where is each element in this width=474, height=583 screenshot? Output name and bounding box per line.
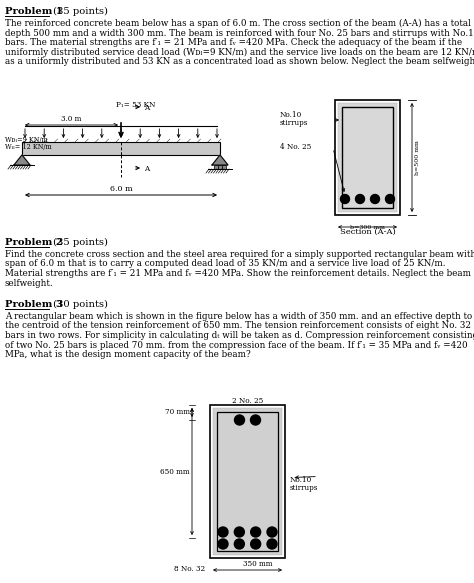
Polygon shape [212,155,228,165]
Text: No.10: No.10 [280,111,302,119]
Text: uniformly distributed service dead load (Wᴅₗ=9 KN/m) and the service live loads : uniformly distributed service dead load … [5,47,474,57]
Text: 3.0 m: 3.0 m [61,115,82,123]
Bar [335,100,400,215]
Text: (35 points): (35 points) [50,7,108,16]
Text: 8 No. 32: 8 No. 32 [174,565,205,573]
Bar [210,405,285,558]
Text: A: A [144,165,149,173]
Text: 70 mm: 70 mm [165,409,190,416]
Circle shape [267,539,277,549]
Text: 6.0 m: 6.0 m [109,185,132,193]
Text: Material strengths are f′₁ = 21 MPa and fᵥ =420 MPa. Show the reinforcement deta: Material strengths are f′₁ = 21 MPa and … [5,269,471,278]
Bar [222,165,226,169]
Polygon shape [14,155,30,165]
Circle shape [385,195,394,203]
Bar [214,165,218,169]
Bar [217,412,278,551]
Text: Problem 1: Problem 1 [5,7,63,16]
Circle shape [356,195,365,203]
Circle shape [235,415,245,425]
Text: b=300 mm: b=300 mm [350,225,385,230]
Text: The reinforced concrete beam below has a span of 6.0 m. The cross section of the: The reinforced concrete beam below has a… [5,19,471,28]
Text: A: A [144,104,149,112]
Text: 4 No. 25: 4 No. 25 [280,143,311,151]
Text: span of 6.0 m that is to carry a computed dead load of 35 KN/m and a service liv: span of 6.0 m that is to carry a compute… [5,259,446,269]
Bar [22,142,220,155]
Text: 350 mm: 350 mm [243,560,272,568]
Text: the centroid of the tension reinforcement of 650 mm. The tension reinforcement c: the centroid of the tension reinforcemen… [5,321,471,331]
Text: h=500 mm: h=500 mm [415,140,420,175]
Circle shape [250,415,261,425]
Circle shape [340,195,349,203]
Text: selfweight.: selfweight. [5,279,54,287]
Text: Section (A-A): Section (A-A) [340,228,395,236]
Circle shape [218,539,228,549]
Text: bars in two rows. For simplicity in calculating dₜ will be taken as d. Compressi: bars in two rows. For simplicity in calc… [5,331,474,340]
Circle shape [267,527,277,537]
Text: A rectangular beam which is shown in the figure below has a width of 350 mm. and: A rectangular beam which is shown in the… [5,312,472,321]
Circle shape [371,195,380,203]
Text: MPa, what is the design moment capacity of the beam?: MPa, what is the design moment capacity … [5,350,251,359]
Circle shape [218,527,228,537]
Text: as a uniformly distributed and 53 KN as a concentrated load as shown below. Negl: as a uniformly distributed and 53 KN as … [5,57,474,66]
Bar [218,165,222,169]
Text: (30 points): (30 points) [50,300,108,309]
Circle shape [251,527,261,537]
Circle shape [234,527,244,537]
Text: Find the concrete cross section and the steel area required for a simply support: Find the concrete cross section and the … [5,250,474,259]
Text: Problem 2: Problem 2 [5,238,63,247]
Text: Wᴅₗ=9 KN/m: Wᴅₗ=9 KN/m [5,136,48,144]
Text: (35 points): (35 points) [50,238,108,247]
Text: 650 mm: 650 mm [160,468,190,476]
Bar [342,107,393,208]
Text: stirrups: stirrups [280,119,309,127]
Circle shape [251,539,261,549]
Circle shape [234,539,244,549]
Text: 2 No. 25: 2 No. 25 [232,397,263,405]
Bar [338,103,397,212]
Text: bars. The material strengths are f′₁ = 21 MPa and fᵥ =420 MPa. Check the adequac: bars. The material strengths are f′₁ = 2… [5,38,462,47]
Text: P₁= 53 KN: P₁= 53 KN [116,101,155,109]
Text: Problem 3: Problem 3 [5,300,63,309]
Text: No.10: No.10 [290,476,312,483]
Bar [213,408,282,555]
Text: depth 500 mm and a width 300 mm. The beam is reinforced with four No. 25 bars an: depth 500 mm and a width 300 mm. The bea… [5,29,474,37]
Text: stirrups: stirrups [290,483,319,491]
Text: Wₗₗ= 12 KN/m: Wₗₗ= 12 KN/m [5,143,52,151]
Text: of two No. 25 bars is placed 70 mm. from the compression face of the beam. If f′: of two No. 25 bars is placed 70 mm. from… [5,340,468,349]
